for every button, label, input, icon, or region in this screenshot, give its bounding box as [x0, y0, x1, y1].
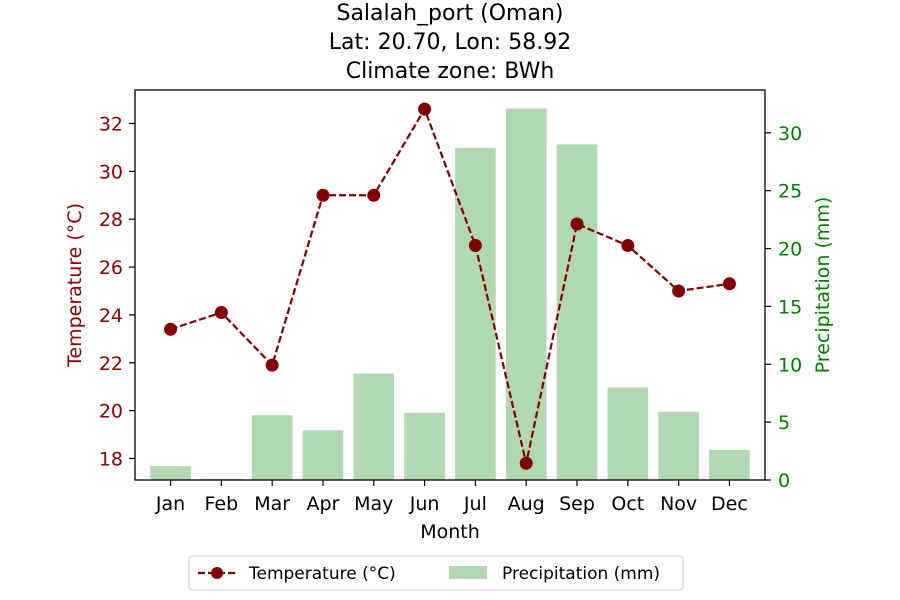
precip-bar-dec — [709, 449, 750, 480]
chart-title-line-2: Lat: 20.70, Lon: 58.92 — [329, 30, 571, 55]
x-tick-label-oct: Oct — [611, 493, 644, 515]
right-tick-label-15: 15 — [778, 296, 802, 318]
legend-precipitation-label: Precipitation (mm) — [502, 564, 660, 584]
precip-bar-may — [353, 373, 395, 480]
left-axis-label: Temperature (°C) — [64, 203, 86, 368]
left-tick-label-26: 26 — [99, 257, 123, 279]
temp-point-oct — [621, 239, 635, 253]
right-tick-label-10: 10 — [778, 354, 802, 376]
precipitation-bars — [150, 108, 750, 480]
temp-point-dec — [722, 277, 736, 291]
right-tick-label-5: 5 — [778, 412, 790, 434]
temp-point-aug — [519, 456, 533, 470]
left-tick-label-24: 24 — [99, 305, 123, 327]
x-tick-label-jan: Jan — [155, 493, 185, 515]
precip-bar-oct — [607, 387, 649, 480]
left-axis: 18 20 22 24 26 28 30 32 — [99, 113, 135, 470]
right-tick-label-25: 25 — [778, 181, 802, 203]
left-tick-label-20: 20 — [99, 401, 123, 423]
temp-point-jun — [418, 102, 432, 116]
x-axis-label: Month — [420, 521, 480, 543]
left-tick-label-18: 18 — [99, 448, 123, 470]
temperature-line — [164, 102, 736, 470]
x-tick-label-nov: Nov — [660, 493, 697, 515]
x-tick-label-jun: Jun — [409, 493, 440, 515]
precip-bar-jan — [150, 466, 191, 480]
temp-point-nov — [672, 284, 686, 298]
left-tick-label-22: 22 — [99, 353, 123, 375]
chart-title-line-3: Climate zone: BWh — [346, 59, 555, 84]
legend: Temperature (°C) Precipitation (mm) — [188, 555, 684, 591]
precip-bar-apr — [302, 430, 344, 480]
precip-bar-aug — [505, 108, 547, 480]
right-axis-label: Precipitation (mm) — [812, 197, 834, 374]
x-tick-label-sep: Sep — [559, 493, 595, 515]
right-axis: 0 5 10 15 20 25 30 — [765, 123, 802, 492]
precip-bar-sep — [556, 144, 598, 480]
x-tick-label-dec: Dec — [711, 493, 748, 515]
precip-bar-nov — [658, 411, 699, 480]
x-tick-label-apr: Apr — [307, 493, 340, 515]
legend-temperature-label: Temperature (°C) — [248, 564, 396, 584]
temp-point-may — [367, 188, 381, 202]
temp-point-sep — [570, 217, 584, 231]
legend-frame — [188, 555, 684, 591]
legend-precipitation-swatch — [449, 566, 487, 579]
temperature-series-line — [170, 106, 730, 464]
x-tick-label-feb: Feb — [205, 493, 239, 515]
precip-bar-mar — [251, 415, 293, 480]
temp-point-mar — [265, 358, 279, 372]
x-tick-label-jul: Jul — [463, 493, 487, 515]
temp-point-feb — [214, 306, 228, 320]
left-tick-label-32: 32 — [99, 113, 123, 135]
right-tick-label-30: 30 — [778, 123, 802, 145]
temp-point-jul — [468, 239, 482, 253]
x-tick-label-mar: Mar — [254, 493, 290, 515]
left-tick-label-28: 28 — [99, 209, 123, 231]
legend-temperature-marker — [211, 567, 223, 579]
chart-title-line-1: Salalah_port (Oman) — [336, 1, 563, 26]
temp-point-jan — [164, 322, 178, 336]
left-tick-label-30: 30 — [99, 161, 123, 183]
x-axis: Jan Feb Mar Apr May Jun Jul Aug Sep Oct Nov Dec — [155, 480, 748, 515]
precip-bar-jun — [404, 412, 445, 480]
x-tick-label-may: May — [354, 493, 393, 515]
right-tick-label-0: 0 — [778, 470, 790, 492]
precip-bar-jul — [455, 147, 496, 480]
right-tick-label-20: 20 — [778, 239, 802, 261]
plot-frame — [134, 89, 766, 481]
x-tick-label-aug: Aug — [508, 493, 545, 515]
temp-point-apr — [316, 188, 330, 202]
